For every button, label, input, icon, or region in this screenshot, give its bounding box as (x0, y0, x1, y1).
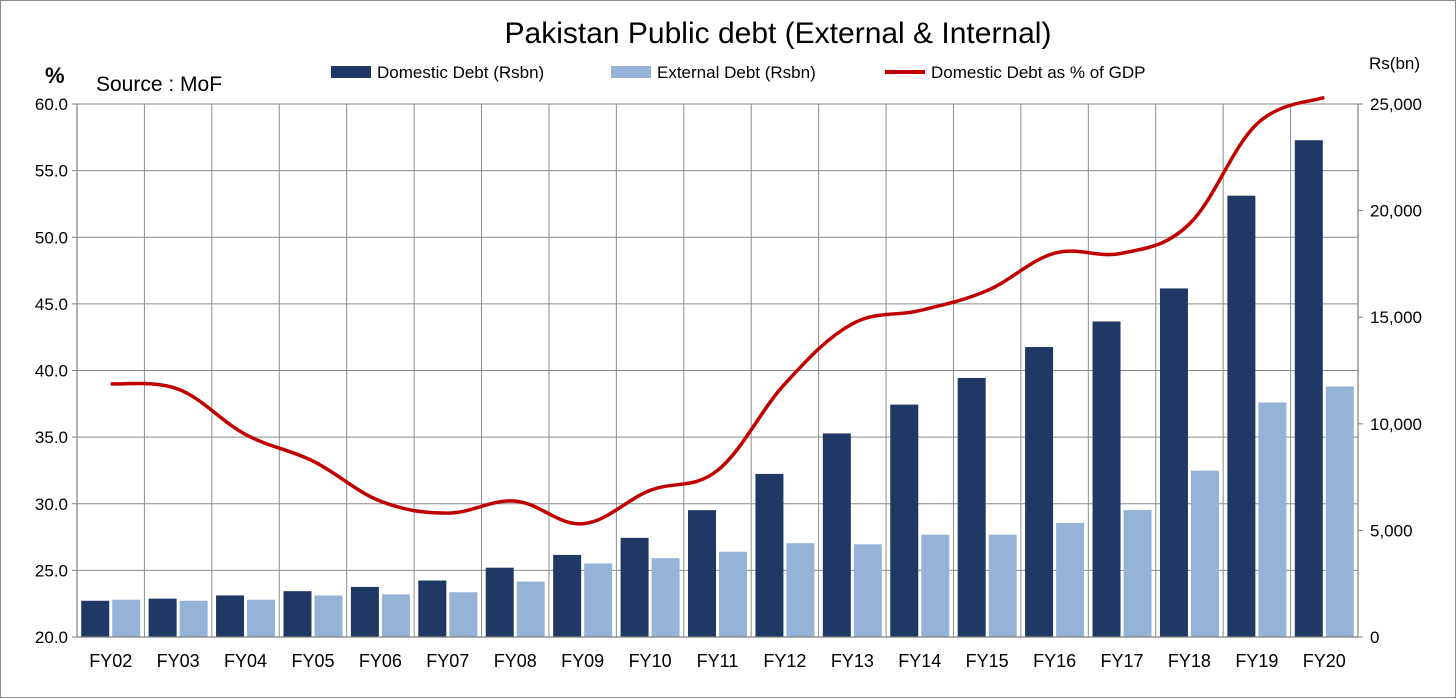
domestic-debt-bar (1295, 140, 1323, 637)
right-axis-ticks: 0 5,000 10,000 15,000 20,000 25,000 (1358, 95, 1422, 647)
external-debt-bar (786, 543, 814, 637)
x-tick-label: FY05 (291, 651, 334, 671)
x-tick-label: FY14 (898, 651, 941, 671)
left-tick-label: 30.0 (35, 495, 68, 514)
external-debt-bar (314, 595, 342, 637)
domestic-debt-bar (958, 378, 986, 637)
right-tick-label: 5,000 (1370, 521, 1413, 540)
x-tick-label: FY13 (831, 651, 874, 671)
x-tick-label: FY17 (1101, 651, 1144, 671)
x-axis-ticks: FY02 FY03 FY04 FY05 FY06 FY07 FY08 FY09 FY10 FY11… (89, 651, 1346, 671)
external-debt-bar (1191, 471, 1219, 637)
external-debt-bar (989, 535, 1017, 637)
left-tick-label: 35.0 (35, 428, 68, 447)
domestic-debt-bar (553, 555, 581, 637)
x-tick-label: FY18 (1168, 651, 1211, 671)
domestic-debt-bar (1227, 196, 1255, 637)
x-tick-label: FY06 (359, 651, 402, 671)
external-debt-bar (854, 544, 882, 637)
x-tick-label: FY11 (697, 651, 739, 671)
left-axis-unit: % (45, 63, 65, 88)
legend-label: Domestic Debt (Rsbn) (377, 63, 544, 82)
x-tick-label: FY08 (494, 651, 537, 671)
external-debt-bar (921, 535, 949, 637)
domestic-debt-bar (755, 474, 783, 637)
domestic-debt-bar (823, 433, 851, 637)
x-tick-label: FY16 (1033, 651, 1076, 671)
line-series (111, 97, 1325, 524)
external-debt-bar (1124, 510, 1152, 637)
domestic-debt-bar (688, 510, 716, 637)
external-debt-bar (584, 563, 612, 637)
x-tick-label: FY10 (629, 651, 672, 671)
right-tick-label: 20,000 (1370, 202, 1422, 221)
domestic-debt-bar (621, 538, 649, 637)
x-tick-label: FY19 (1235, 651, 1278, 671)
right-tick-label: 0 (1370, 628, 1379, 647)
domestic-debt-bar (216, 595, 244, 637)
x-tick-label: FY12 (763, 651, 806, 671)
domestic-debt-bar (283, 591, 311, 637)
left-axis-ticks: 20.0 25.0 30.0 35.0 40.0 45.0 50.0 55.0 60.0 (35, 95, 77, 647)
domestic-debt-bar (418, 581, 446, 637)
left-tick-label: 60.0 (35, 95, 68, 114)
domestic-debt-bar (81, 601, 109, 637)
domestic-debt-bar (1093, 321, 1121, 637)
right-tick-label: 10,000 (1370, 415, 1422, 434)
left-tick-label: 55.0 (35, 162, 68, 181)
left-tick-label: 45.0 (35, 295, 68, 314)
external-debt-bar (247, 600, 275, 637)
domestic-debt-bar (149, 599, 177, 637)
external-debt-bar (1056, 523, 1084, 637)
left-tick-label: 25.0 (35, 561, 68, 580)
right-tick-label: 15,000 (1370, 308, 1422, 327)
legend-swatch (611, 66, 651, 78)
legend-label: External Debt (Rsbn) (657, 63, 816, 82)
external-debt-bar (382, 594, 410, 637)
domestic-debt-bar (1160, 288, 1188, 637)
external-debt-bar (112, 600, 140, 637)
legend: Domestic Debt (Rsbn) External Debt (Rsbn)… (331, 63, 1145, 82)
external-debt-bar (719, 552, 747, 637)
gdp-ratio-line (111, 97, 1325, 524)
left-tick-label: 20.0 (35, 628, 68, 647)
legend-label: Domestic Debt as % of GDP (931, 63, 1145, 82)
source-note: Source : MoF (96, 73, 222, 96)
x-tick-label: FY03 (157, 651, 200, 671)
external-debt-bar (180, 601, 208, 637)
domestic-debt-bar (1025, 347, 1053, 637)
external-debt-bar (449, 592, 477, 637)
right-tick-label: 25,000 (1370, 95, 1422, 114)
domestic-debt-bar (486, 568, 514, 637)
x-tick-label: FY02 (89, 651, 132, 671)
legend-swatch (331, 66, 371, 78)
left-tick-label: 50.0 (35, 228, 68, 247)
x-tick-label: FY04 (224, 651, 267, 671)
x-tick-label: FY20 (1303, 651, 1346, 671)
chart-title: Pakistan Public debt (External & Interna… (505, 17, 1052, 50)
x-tick-label: FY07 (426, 651, 469, 671)
external-debt-bar (517, 582, 545, 637)
left-tick-label: 40.0 (35, 362, 68, 381)
external-debt-bar (1326, 386, 1354, 637)
x-tick-label: FY15 (966, 651, 1009, 671)
domestic-debt-bar (351, 587, 379, 637)
external-debt-bar (1258, 402, 1286, 637)
right-axis-unit: Rs(bn) (1369, 54, 1420, 73)
external-debt-bar (652, 558, 680, 637)
x-tick-label: FY09 (561, 651, 604, 671)
bars (81, 140, 1354, 637)
domestic-debt-bar (890, 405, 918, 637)
